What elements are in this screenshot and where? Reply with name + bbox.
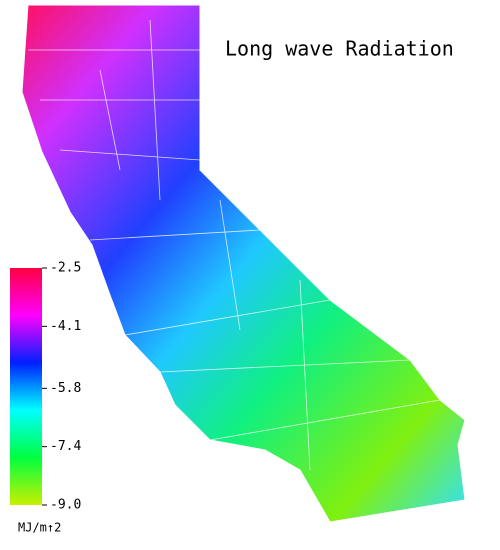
colorbar-tick-label: -2.5 xyxy=(50,261,81,276)
colorbar-tick-label: -4.1 xyxy=(50,319,81,334)
county-lines xyxy=(28,19,441,471)
colorbar-tick-label: -7.4 xyxy=(50,439,81,454)
california xyxy=(21,4,466,523)
colorbar xyxy=(10,268,42,505)
colorbar-tick-label: -9.0 xyxy=(50,498,81,513)
colorbar-unit: MJ/m↑2 xyxy=(18,521,61,535)
map-title: Long wave Radiation xyxy=(225,37,454,61)
colorbar-tick-label: -5.8 xyxy=(50,381,81,396)
